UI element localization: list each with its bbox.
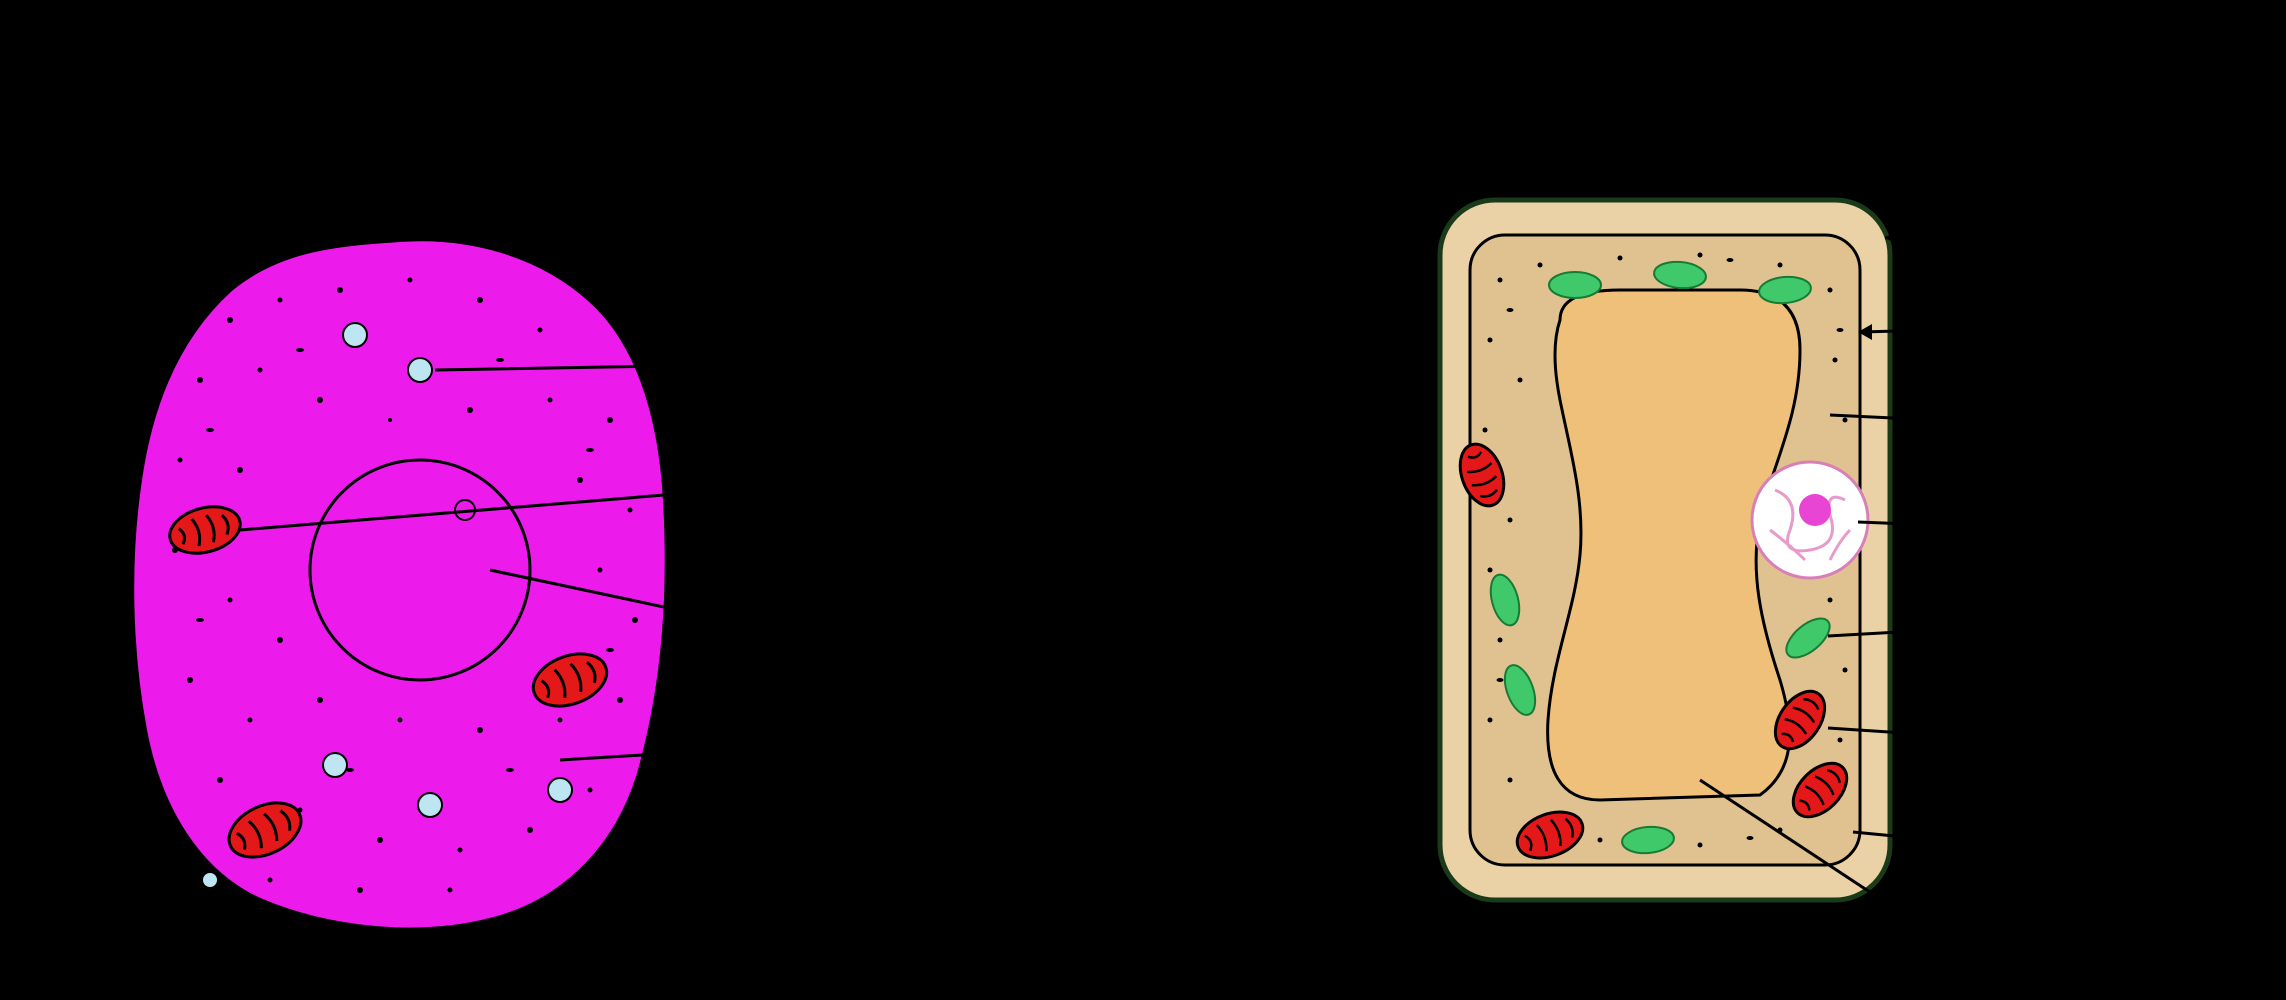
label-animal-cell-membrane: Cell Membrane <box>735 860 993 902</box>
label-plant-vacuole: Vacuole <box>1945 917 2080 959</box>
label-animal-mitochondria: Mitochondria <box>735 470 953 512</box>
animal-cell-title: Animal Cell <box>280 56 520 105</box>
label-animal-ribosomes: Ribosomes <box>735 345 925 387</box>
label-plant-mitochondria: Mitochondria <box>1945 715 2163 757</box>
label-plant-cell-membrane: Cell Membrane <box>1945 310 2203 352</box>
label-animal-cytoplasm: Cytoplasm <box>735 730 915 772</box>
label-plant-chloroplast: Chloroplast <box>1945 610 2138 652</box>
label-plant-cytoplasm: Cytoplasm <box>1945 400 2125 442</box>
label-plant-cell-wall: Cell Wall <box>1945 210 2094 252</box>
label-plant-nucleus: Nucleus <box>1945 505 2082 547</box>
label-animal-nucleus: Nucleus <box>735 600 872 642</box>
animal-cell <box>132 239 667 929</box>
plant-cell-title: Plant Cell <box>1565 56 1766 105</box>
plant-nucleus <box>1752 462 1868 578</box>
label-plant-ribosomes: Ribosomes <box>1945 820 2135 862</box>
plant-cell <box>1440 200 1890 900</box>
